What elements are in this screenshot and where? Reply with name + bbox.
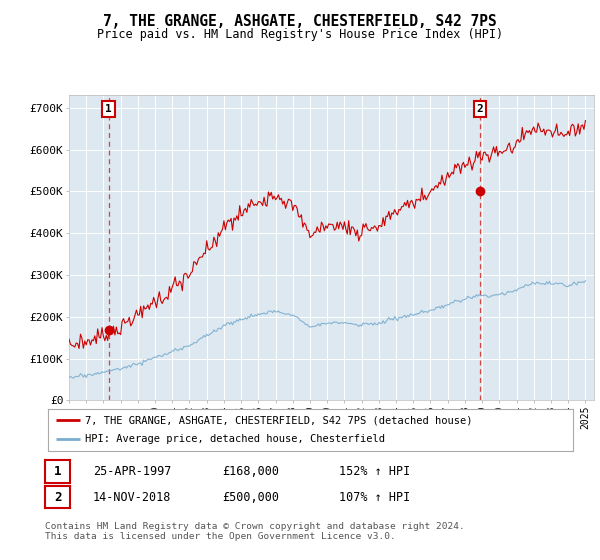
Text: 1: 1 <box>105 104 112 114</box>
Text: 14-NOV-2018: 14-NOV-2018 <box>93 491 172 504</box>
Text: 107% ↑ HPI: 107% ↑ HPI <box>339 491 410 504</box>
Text: HPI: Average price, detached house, Chesterfield: HPI: Average price, detached house, Ches… <box>85 435 385 445</box>
Text: 7, THE GRANGE, ASHGATE, CHESTERFIELD, S42 7PS (detached house): 7, THE GRANGE, ASHGATE, CHESTERFIELD, S4… <box>85 415 472 425</box>
Text: 2: 2 <box>54 491 61 504</box>
Text: Contains HM Land Registry data © Crown copyright and database right 2024.
This d: Contains HM Land Registry data © Crown c… <box>45 522 465 542</box>
Text: Price paid vs. HM Land Registry's House Price Index (HPI): Price paid vs. HM Land Registry's House … <box>97 28 503 41</box>
Text: 152% ↑ HPI: 152% ↑ HPI <box>339 465 410 478</box>
Text: 2: 2 <box>476 104 483 114</box>
Text: 7, THE GRANGE, ASHGATE, CHESTERFIELD, S42 7PS: 7, THE GRANGE, ASHGATE, CHESTERFIELD, S4… <box>103 14 497 29</box>
Text: 1: 1 <box>54 465 61 478</box>
Text: £500,000: £500,000 <box>222 491 279 504</box>
Text: 25-APR-1997: 25-APR-1997 <box>93 465 172 478</box>
Text: £168,000: £168,000 <box>222 465 279 478</box>
